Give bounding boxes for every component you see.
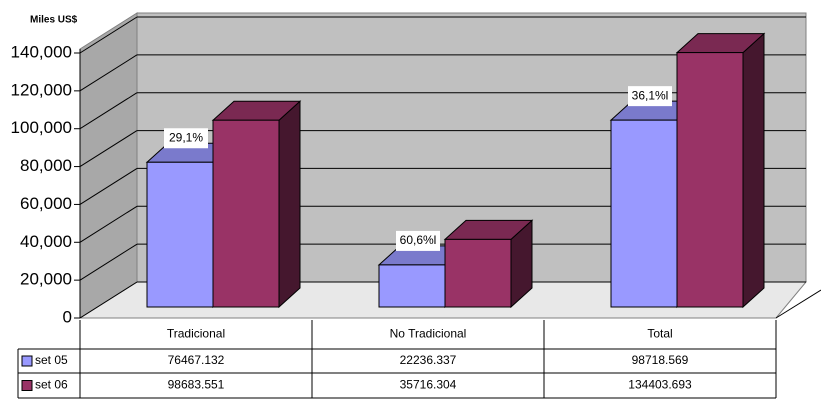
table-cell: 134403.693: [628, 378, 692, 392]
table-cell: 22236.337: [400, 353, 457, 367]
y-tick-label: 80,000: [20, 156, 72, 175]
bar: [444, 238, 512, 308]
side-wall: [79, 12, 138, 319]
table-header: No Tradicional: [390, 327, 467, 341]
annotation: 36,1%l: [632, 88, 669, 102]
grid-line: [79, 205, 138, 243]
grid-line: [79, 130, 138, 167]
grid-line: [79, 243, 138, 281]
bars: 29,1% 60,6%l 36,1%l: [145, 32, 766, 309]
y-tick-label: 40,000: [20, 232, 72, 251]
annotation-box: [396, 230, 440, 251]
grid-line: [79, 281, 138, 319]
bar-side: [742, 32, 765, 309]
bar: [676, 52, 744, 308]
legend-label: set 05: [35, 353, 68, 367]
table-cell: 98718.569: [632, 353, 689, 367]
floor-edge: [775, 289, 821, 319]
bar: [212, 119, 280, 308]
table-cell: 76467.132: [168, 353, 225, 367]
y-axis-label: Miles US$: [30, 15, 78, 26]
bar: [146, 161, 214, 308]
y-tick-label: 0: [63, 307, 72, 326]
data-table: Tradicional 76467.132 98683.551 No Tradicio…: [17, 320, 777, 399]
table-header: Tradicional: [167, 327, 225, 341]
bar: [378, 264, 446, 308]
y-tick-label: 60,000: [20, 194, 72, 213]
y-tick-label: 120,000: [11, 80, 72, 99]
legend-label: set 06: [35, 378, 68, 392]
y-tick-label: 20,000: [20, 270, 72, 289]
annotation-box: [628, 86, 672, 107]
grid-line: [79, 168, 138, 205]
annotation-box: [164, 128, 208, 149]
table-cell: 98683.551: [168, 378, 225, 392]
annotation: 60,6%l: [400, 233, 437, 247]
y-tick-label: 100,000: [11, 118, 72, 137]
legend-key: [21, 355, 33, 367]
grid-line: [79, 54, 138, 92]
bar-side: [278, 100, 301, 309]
annotation: 29,1%: [169, 130, 203, 144]
y-tick-label: 140,000: [11, 42, 72, 61]
table-cell: 35716.304: [400, 378, 457, 392]
grid-line: [79, 16, 138, 54]
legend-key: [21, 380, 33, 391]
grid-line: [79, 92, 138, 130]
table-header: Total: [647, 327, 672, 341]
bar: [610, 119, 678, 308]
